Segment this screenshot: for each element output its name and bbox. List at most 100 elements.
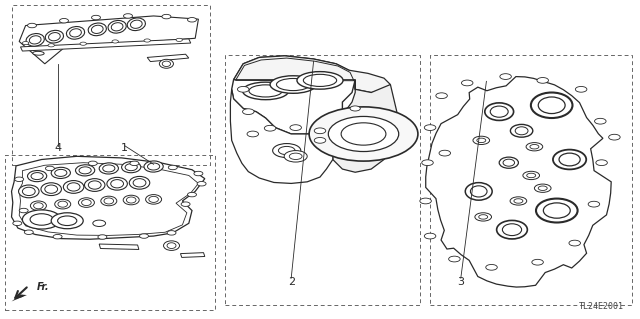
Circle shape [284,151,307,162]
Ellipse shape [465,182,492,200]
Circle shape [80,42,86,45]
Ellipse shape [67,26,84,39]
Circle shape [19,208,28,213]
Circle shape [13,221,22,226]
Circle shape [124,14,132,18]
Ellipse shape [249,85,282,97]
Ellipse shape [82,200,92,206]
Circle shape [575,86,587,92]
Circle shape [144,39,150,42]
Circle shape [532,259,543,265]
Ellipse shape [510,124,532,137]
Circle shape [569,240,580,246]
Polygon shape [230,89,342,183]
Ellipse shape [127,18,145,31]
Ellipse shape [111,23,123,31]
Circle shape [60,19,68,23]
Circle shape [422,160,433,166]
Text: 1: 1 [122,143,128,153]
Circle shape [167,231,176,235]
Ellipse shape [88,23,106,36]
Circle shape [237,86,249,92]
Ellipse shape [123,195,140,205]
Circle shape [350,106,360,111]
Circle shape [264,125,276,131]
Circle shape [188,18,196,22]
Circle shape [537,78,548,83]
Ellipse shape [19,185,39,198]
Circle shape [479,215,488,219]
Ellipse shape [502,224,522,235]
Ellipse shape [163,61,170,67]
Ellipse shape [553,150,586,169]
Circle shape [289,153,302,160]
Circle shape [197,182,206,186]
Bar [430,55,632,305]
Ellipse shape [297,72,343,89]
Circle shape [538,186,547,190]
Ellipse shape [108,20,126,33]
Circle shape [309,107,418,161]
Ellipse shape [29,36,41,44]
Bar [5,155,215,310]
Circle shape [58,216,77,226]
Ellipse shape [276,78,310,91]
Circle shape [609,134,620,140]
Circle shape [500,74,511,79]
Ellipse shape [76,165,95,176]
Circle shape [181,202,190,206]
Circle shape [436,93,447,99]
Ellipse shape [45,185,58,193]
Ellipse shape [55,199,70,209]
Circle shape [473,136,490,145]
Ellipse shape [31,173,44,180]
Circle shape [30,214,53,225]
Ellipse shape [104,198,114,204]
Text: Fr.: Fr. [37,282,50,292]
Circle shape [510,197,527,205]
Polygon shape [12,294,27,301]
Ellipse shape [503,159,515,166]
Ellipse shape [543,203,570,218]
Ellipse shape [497,220,527,239]
Circle shape [534,184,551,192]
Polygon shape [20,39,191,51]
Ellipse shape [164,241,179,250]
Ellipse shape [131,20,142,28]
Ellipse shape [536,198,577,223]
Ellipse shape [101,196,117,206]
Circle shape [328,116,399,152]
Ellipse shape [243,82,289,100]
Polygon shape [12,156,205,239]
Ellipse shape [129,176,150,189]
Ellipse shape [485,103,514,121]
Ellipse shape [51,167,70,178]
Polygon shape [426,77,611,287]
Ellipse shape [26,33,44,46]
Ellipse shape [270,76,316,93]
Text: TL24E2001: TL24E2001 [579,302,624,311]
Ellipse shape [531,93,572,118]
Ellipse shape [67,183,80,191]
Circle shape [88,161,97,166]
Circle shape [45,166,54,171]
Polygon shape [180,253,205,257]
Ellipse shape [167,243,176,249]
Circle shape [24,230,33,234]
Ellipse shape [559,153,580,166]
Ellipse shape [54,169,67,176]
Circle shape [247,131,259,137]
Ellipse shape [22,187,35,196]
Ellipse shape [499,157,518,168]
Ellipse shape [125,164,138,171]
Circle shape [530,145,539,149]
Ellipse shape [144,161,163,172]
Ellipse shape [34,203,43,209]
Ellipse shape [102,165,115,172]
Ellipse shape [41,183,61,196]
Ellipse shape [92,25,103,33]
Circle shape [194,171,203,176]
Circle shape [51,213,83,229]
Circle shape [477,138,486,143]
Ellipse shape [88,181,101,189]
